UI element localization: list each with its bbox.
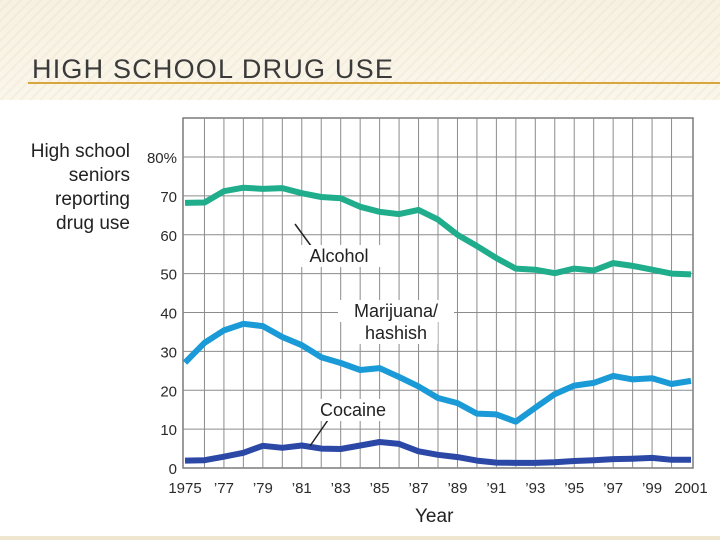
- y-axis-label: High school seniors reporting drug use: [30, 141, 130, 234]
- bottom-rule: [0, 536, 720, 540]
- x-tick-label: 2001: [674, 480, 707, 497]
- y-tick-label: 70: [160, 189, 177, 206]
- marijuana-line: [182, 320, 692, 425]
- cocaine-label-background: [311, 399, 395, 421]
- x-tick-label: ’87: [409, 480, 429, 497]
- y-tick-label: 60: [160, 228, 177, 245]
- x-tick-label: ’93: [525, 480, 545, 497]
- x-tick-label: ’89: [447, 480, 467, 497]
- marijuana-label-background: [354, 322, 438, 344]
- marijuana-label: Marijuana/: [354, 301, 438, 321]
- x-tick-label: ’85: [370, 480, 390, 497]
- y-tick-label: 10: [160, 422, 177, 439]
- x-tick-label: ’81: [292, 480, 312, 497]
- y-tick-label: 20: [160, 383, 177, 400]
- grid: [183, 118, 693, 468]
- slide-title: HIGH SCHOOL DRUG USE: [32, 54, 395, 84]
- x-tick-label: ’95: [564, 480, 584, 497]
- title-underline: [28, 82, 720, 84]
- cocaine-line: [184, 439, 691, 466]
- y-tick-label: 0: [169, 461, 177, 478]
- x-tick-labels: 1975 ’77 ’79 ’81 ’83 ’85 ’87 ’89 ’91 ’93 ’95 ’97 ’99…: [168, 480, 707, 497]
- y-tick-labels: 0 10 20 30 40 50 60 70 80%: [147, 150, 177, 478]
- x-tick-label: ’79: [253, 480, 273, 497]
- y-tick-label: 40: [160, 306, 177, 323]
- x-tick-label: ’99: [642, 480, 662, 497]
- x-axis-label: Year: [415, 506, 454, 527]
- alcohol-label-background: [297, 245, 381, 267]
- x-tick-label: 1975: [168, 480, 201, 497]
- alcohol-line: [184, 184, 692, 278]
- marijuana-label: hashish: [365, 323, 427, 343]
- cocaine-leader-line: [309, 419, 329, 447]
- y-tick-label: 80%: [147, 150, 177, 167]
- cocaine-label: Cocaine: [320, 400, 386, 420]
- x-tick-label: ’97: [603, 480, 623, 497]
- x-tick-label: ’83: [331, 480, 351, 497]
- series-labels: Alcohol Marijuana/hashish Cocaine: [294, 223, 454, 447]
- x-tick-label: ’77: [214, 480, 234, 497]
- x-tick-label: ’91: [486, 480, 506, 497]
- marijuana-label-background: [338, 300, 454, 322]
- y-tick-label: 30: [160, 344, 177, 361]
- y-tick-label: 50: [160, 267, 177, 284]
- alcohol-label: Alcohol: [309, 246, 368, 266]
- series-lines: [182, 184, 692, 466]
